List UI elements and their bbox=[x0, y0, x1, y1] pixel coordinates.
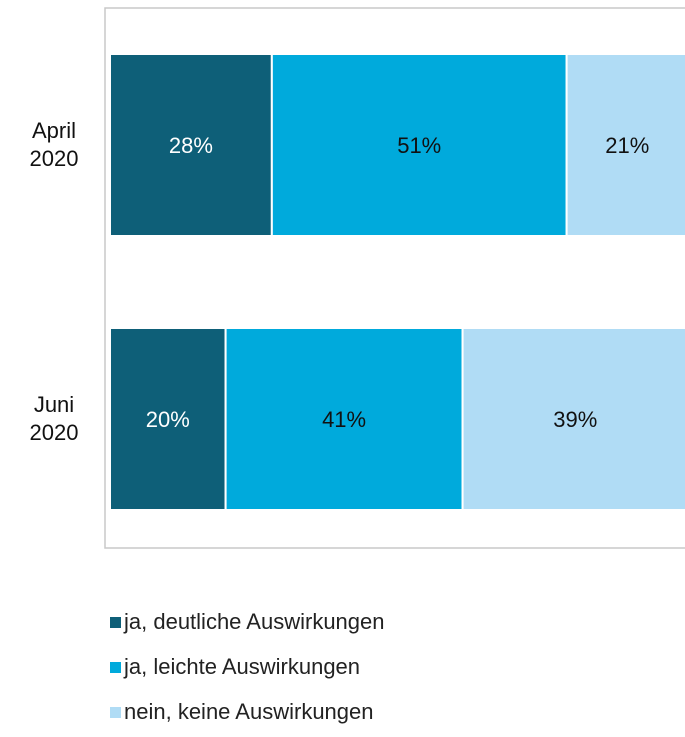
bar-segment bbox=[224, 327, 464, 511]
data-label: 51% bbox=[397, 133, 441, 158]
bar-segment bbox=[270, 53, 568, 237]
legend-swatch bbox=[110, 706, 121, 718]
data-label: 20% bbox=[146, 407, 190, 432]
data-label: 39% bbox=[553, 407, 597, 432]
category-label: Juni 2020 bbox=[29, 392, 79, 445]
bar-segment bbox=[461, 327, 685, 511]
data-label: 21% bbox=[605, 133, 649, 158]
legend-entry: ja, deutliche Auswirkungen bbox=[110, 609, 385, 635]
legend-label: nein, keine Auswirkungen bbox=[124, 699, 374, 724]
legend-swatch bbox=[110, 616, 121, 628]
legend-entry: ja, leichte Auswirkungen bbox=[110, 654, 360, 680]
data-label: 41% bbox=[322, 407, 366, 432]
data-label: 28% bbox=[169, 133, 213, 158]
bar-segment bbox=[109, 327, 227, 511]
bar-segment bbox=[565, 53, 685, 237]
legend-entry: nein, keine Auswirkungen bbox=[110, 699, 374, 725]
legend-label: ja, deutliche Auswirkungen bbox=[124, 609, 385, 634]
plot-area bbox=[104, 7, 685, 549]
legend-swatch bbox=[110, 661, 121, 673]
bar-segment bbox=[109, 53, 273, 237]
legend-label: ja, leichte Auswirkungen bbox=[124, 654, 361, 679]
category-label: April 2020 bbox=[29, 118, 79, 171]
